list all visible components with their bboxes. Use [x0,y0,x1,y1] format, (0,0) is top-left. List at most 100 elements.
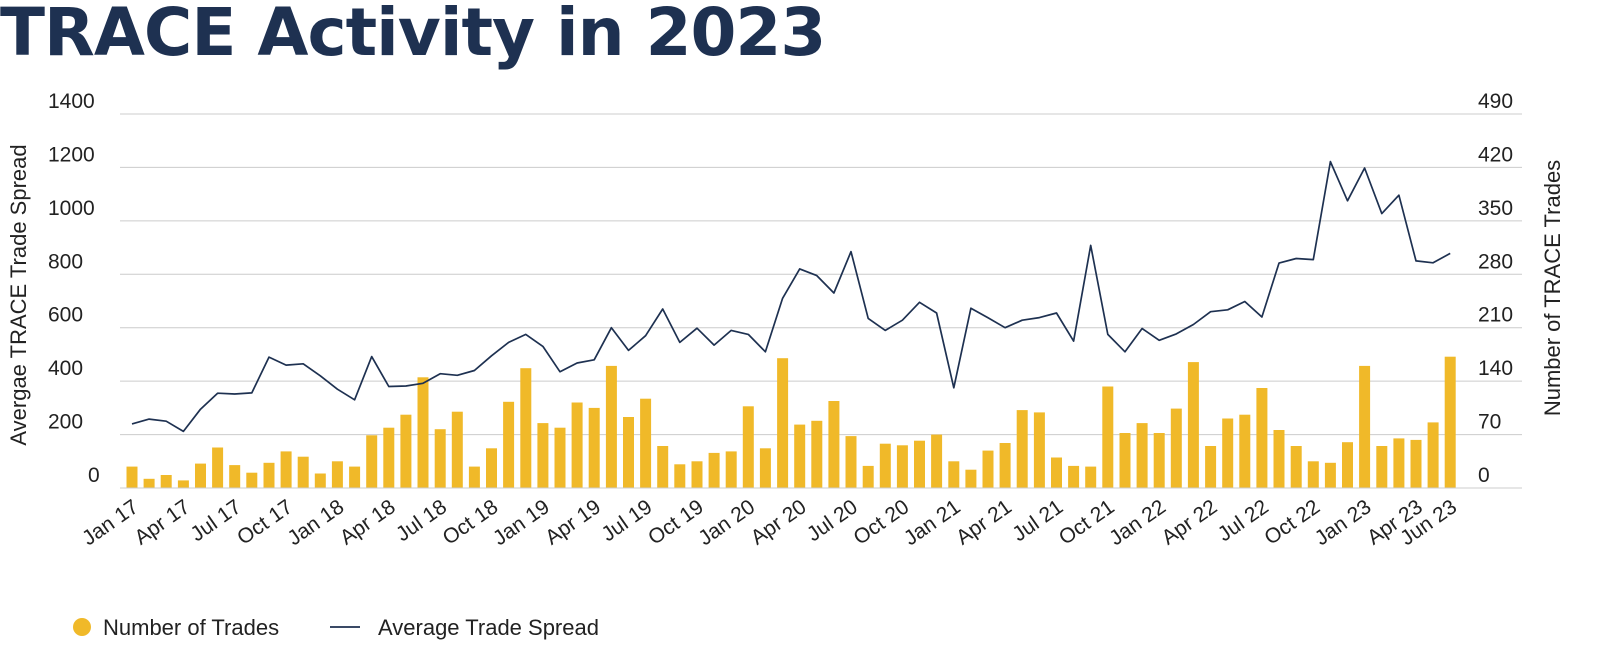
trades-bar [862,465,874,488]
legend-line-label: Average Trade Spread [378,615,599,640]
right-y-tick-label: 420 [1478,143,1513,166]
trades-bar [674,464,686,488]
trades-bar [605,365,617,488]
x-tick-label: Jan 21 [900,495,965,550]
trades-bar [383,427,395,488]
right-y-axis: 0 70 140 210 280 350 420 490 [1478,90,1513,487]
trades-bar [588,407,600,488]
trades-bar [1239,414,1251,488]
trades-bar [520,368,532,488]
trades-bar [417,377,429,488]
spread-line-series [131,160,1451,433]
trades-bar [1324,462,1336,488]
trades-bar [914,440,925,488]
trades-bar [742,406,754,488]
x-tick-label: Oct 18 [438,495,502,549]
x-tick-label: Oct 22 [1260,495,1324,549]
x-tick-label: Jan 20 [694,495,759,550]
trades-bar [1410,439,1422,488]
trades-bar [1427,422,1439,488]
page-title: TRACE Activity in 2023 [0,0,826,71]
trades-bar [759,448,771,488]
trades-bar [143,478,155,488]
x-tick-label: Oct 20 [849,495,913,549]
trades-bar [537,423,549,488]
trades-bar [794,424,806,488]
left-y-tick-label: 200 [48,411,83,434]
trades-bar [1290,446,1302,488]
trades-bar [1376,446,1388,488]
trades-bar [486,448,497,488]
trades-bar [246,472,258,488]
legend-bar-label: Number of Trades [103,615,279,640]
right-axis-title: Number of TRACE Trades [1540,160,1565,416]
left-y-tick-label: 1400 [48,90,95,113]
trades-bar [1136,423,1148,488]
trades-bar [1051,457,1062,488]
trades-bar [982,450,994,488]
trades-bar [708,452,720,488]
trades-bar [948,461,960,488]
spread-line [131,160,1451,433]
trades-bar-series [126,356,1456,488]
left-y-axis: 0 200 400 600 800 1000 1200 1400 [48,90,100,487]
trades-bar [1307,461,1319,488]
trades-bar [468,466,480,488]
x-tick-label: Oct 21 [1055,495,1119,549]
trades-bar [280,451,292,488]
x-tick-label: Apr 20 [747,495,811,549]
trades-bar [896,445,908,488]
x-tick-label: Jul 20 [803,495,862,546]
trades-bar [811,420,823,488]
trades-bar [554,427,566,488]
x-tick-label: Jan 23 [1311,495,1376,550]
right-y-tick-label: 140 [1478,357,1513,380]
trades-bar [571,402,583,488]
left-axis-title: Avergae TRACE Trade Spread [6,144,31,445]
trades-bar [263,462,275,488]
trades-bar [1016,410,1028,488]
x-tick-label: Oct 19 [644,495,708,549]
trades-bar [657,446,669,488]
trades-bar [931,434,943,488]
trades-bar [331,461,343,488]
trades-bar [1393,438,1405,488]
trades-bar [503,401,515,488]
x-tick-label: Jan 22 [1105,495,1170,550]
trades-bar [126,466,138,488]
right-y-tick-label: 0 [1478,464,1490,487]
trades-bar [1085,466,1097,488]
trades-bar [1068,465,1080,488]
left-y-tick-label: 800 [48,250,83,273]
x-tick-label: Jul 17 [186,495,245,546]
trades-bar [828,401,840,488]
trades-bar [640,398,652,488]
trades-bar [177,480,189,488]
x-tick-label: Apr 18 [336,495,400,549]
trades-bar [1153,433,1165,488]
trades-bar [1102,386,1114,488]
trades-bar [1119,433,1131,488]
trades-bar [451,411,463,488]
trades-bar [314,473,326,488]
trades-bar [1222,418,1234,488]
trades-bar [1342,442,1353,488]
legend: Number of Trades Average Trade Spread [73,615,599,640]
trades-bar [1256,388,1268,488]
trades-bar [691,461,703,488]
trades-bar [349,466,361,488]
trades-bar [965,469,977,488]
left-y-tick-label: 400 [48,357,83,380]
trades-bar [160,475,172,488]
trades-bar [777,358,789,488]
trades-bar [434,429,446,488]
x-tick-label: Jul 19 [597,495,656,546]
trades-bar [1273,430,1285,488]
trades-bar [725,451,737,488]
x-tick-label: Apr 19 [541,495,605,549]
left-y-tick-label: 1200 [48,143,95,166]
x-tick-label: Jan 18 [283,495,348,550]
trades-bar [229,465,241,488]
